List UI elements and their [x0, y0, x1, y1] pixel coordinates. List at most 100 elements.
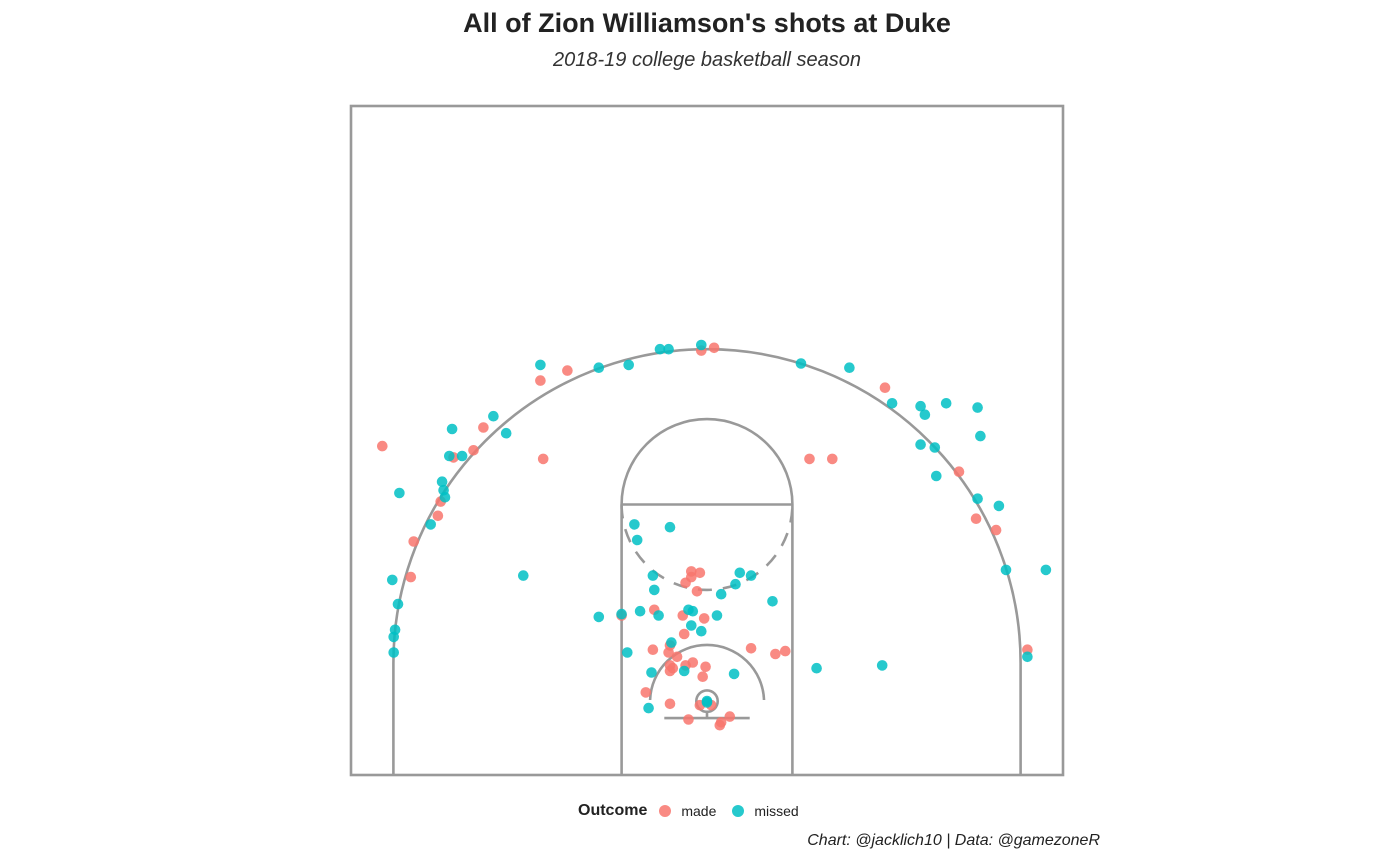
legend-dot-missed: [732, 805, 745, 817]
shot-point-made-12: [708, 342, 720, 354]
court-boundary: [349, 104, 1065, 777]
free-throw-circle-bottom: [620, 504, 794, 592]
shot-point-missed-36: [1022, 651, 1033, 663]
shot-point-made-9: [537, 453, 549, 465]
shot-point-missed-37: [518, 570, 529, 581]
shot-point-made-39: [647, 644, 659, 655]
shot-point-made-1: [405, 571, 417, 583]
shot-point-missed-32: [972, 493, 983, 505]
shot-point-missed-60: [678, 665, 690, 677]
shot-point-made-14: [827, 453, 838, 465]
shot-point-missed-56: [745, 570, 757, 581]
shot-point-missed-45: [664, 521, 676, 533]
shot-point-missed-30: [931, 470, 942, 482]
shot-point-made-8: [535, 375, 546, 386]
shot-point-missed-46: [649, 584, 660, 596]
shot-point-made-40: [640, 687, 652, 698]
shot-point-made-27: [678, 628, 690, 640]
legend: Outcome made missed: [578, 802, 815, 820]
shot-point-missed-21: [795, 358, 807, 369]
shot-point-missed-44: [629, 519, 640, 530]
shot-point-missed-66: [701, 695, 713, 707]
shot-point-missed-18: [654, 343, 666, 355]
shot-point-missed-27: [972, 402, 983, 413]
shot-point-missed-53: [715, 588, 727, 600]
shot-point-missed-52: [711, 610, 723, 621]
rim: [694, 689, 719, 714]
shot-point-missed-41: [634, 605, 646, 617]
shot-point-missed-5: [394, 487, 405, 499]
shot-point-made-43: [683, 714, 694, 725]
shot-point-missed-1: [389, 624, 401, 636]
legend-dot-made: [659, 805, 672, 817]
shot-point-made-17: [970, 513, 982, 524]
shot-point-missed-4: [392, 598, 404, 610]
shot-points: [377, 339, 1052, 731]
shot-point-missed-51: [696, 625, 707, 637]
shot-point-made-49: [745, 643, 757, 654]
shot-point-made-0: [377, 440, 388, 452]
shot-point-missed-43: [631, 534, 643, 546]
shot-point-made-37: [697, 671, 708, 682]
shot-point-missed-47: [653, 610, 664, 621]
legend-title: Outcome: [578, 802, 648, 819]
shot-point-made-3: [432, 510, 444, 522]
shot-point-missed-25: [919, 409, 931, 421]
shot-point-missed-24: [915, 400, 926, 412]
restricted-area-arc: [648, 643, 766, 700]
shot-point-missed-58: [646, 667, 657, 678]
shot-point-missed-61: [643, 702, 654, 714]
chart-title: All of Zion Williamson's shots at Duke: [463, 8, 951, 38]
shot-point-made-18: [990, 524, 1002, 536]
shot-point-missed-33: [993, 500, 1005, 512]
shot-point-missed-40: [622, 647, 633, 658]
legend-label-missed: missed: [754, 803, 799, 819]
shot-point-missed-23: [886, 398, 898, 409]
shot-point-missed-57: [767, 596, 778, 607]
shot-point-missed-54: [730, 578, 741, 590]
shot-point-missed-22: [844, 362, 855, 374]
chart-caption: Chart: @jacklich10 | Data: @gamezoneR: [807, 832, 1100, 849]
shot-point-missed-63: [811, 662, 822, 674]
shot-point-missed-59: [666, 637, 677, 648]
shot-point-missed-31: [929, 442, 941, 453]
shot-point-made-23: [663, 647, 674, 658]
shot-point-made-2: [408, 536, 420, 547]
shot-point-missed-38: [593, 611, 605, 623]
shot-point-missed-62: [728, 668, 740, 680]
shot-point-missed-3: [388, 647, 400, 658]
legend-item-missed: missed: [732, 803, 799, 819]
shot-point-made-33: [691, 586, 703, 597]
shot-point-made-36: [687, 657, 699, 668]
shot-point-missed-17: [623, 359, 634, 371]
shot-point-made-10: [562, 365, 573, 376]
shot-point-missed-12: [456, 450, 468, 462]
chart-subtitle: 2018-19 college basketball season: [553, 49, 861, 71]
shot-point-made-50: [770, 648, 781, 660]
shot-point-missed-9: [438, 484, 449, 496]
shot-point-missed-14: [500, 427, 512, 439]
shot-point-missed-42: [647, 570, 659, 581]
shot-point-missed-39: [616, 608, 627, 620]
shot-point-missed-49: [683, 604, 694, 616]
shot-point-made-51: [780, 645, 791, 657]
shot-point-missed-7: [436, 476, 448, 488]
shot-point-missed-35: [1040, 564, 1052, 576]
shot-point-made-13: [804, 453, 815, 465]
free-throw-circle-top: [620, 417, 794, 505]
shot-point-missed-29: [915, 439, 926, 450]
shot-point-missed-10: [444, 450, 455, 462]
shot-point-made-48: [724, 711, 736, 722]
shot-point-missed-15: [535, 359, 546, 371]
shot-point-made-7: [478, 422, 489, 433]
shot-point-made-15: [879, 382, 891, 394]
legend-label-made: made: [681, 803, 717, 819]
shot-point-missed-50: [686, 620, 697, 631]
shot-point-made-42: [664, 698, 676, 710]
shot-point-made-32: [694, 567, 706, 579]
shot-point-missed-64: [876, 660, 888, 671]
shot-point-missed-28: [975, 430, 986, 442]
shot-point-missed-6: [425, 519, 437, 530]
shot-point-made-34: [698, 613, 710, 624]
